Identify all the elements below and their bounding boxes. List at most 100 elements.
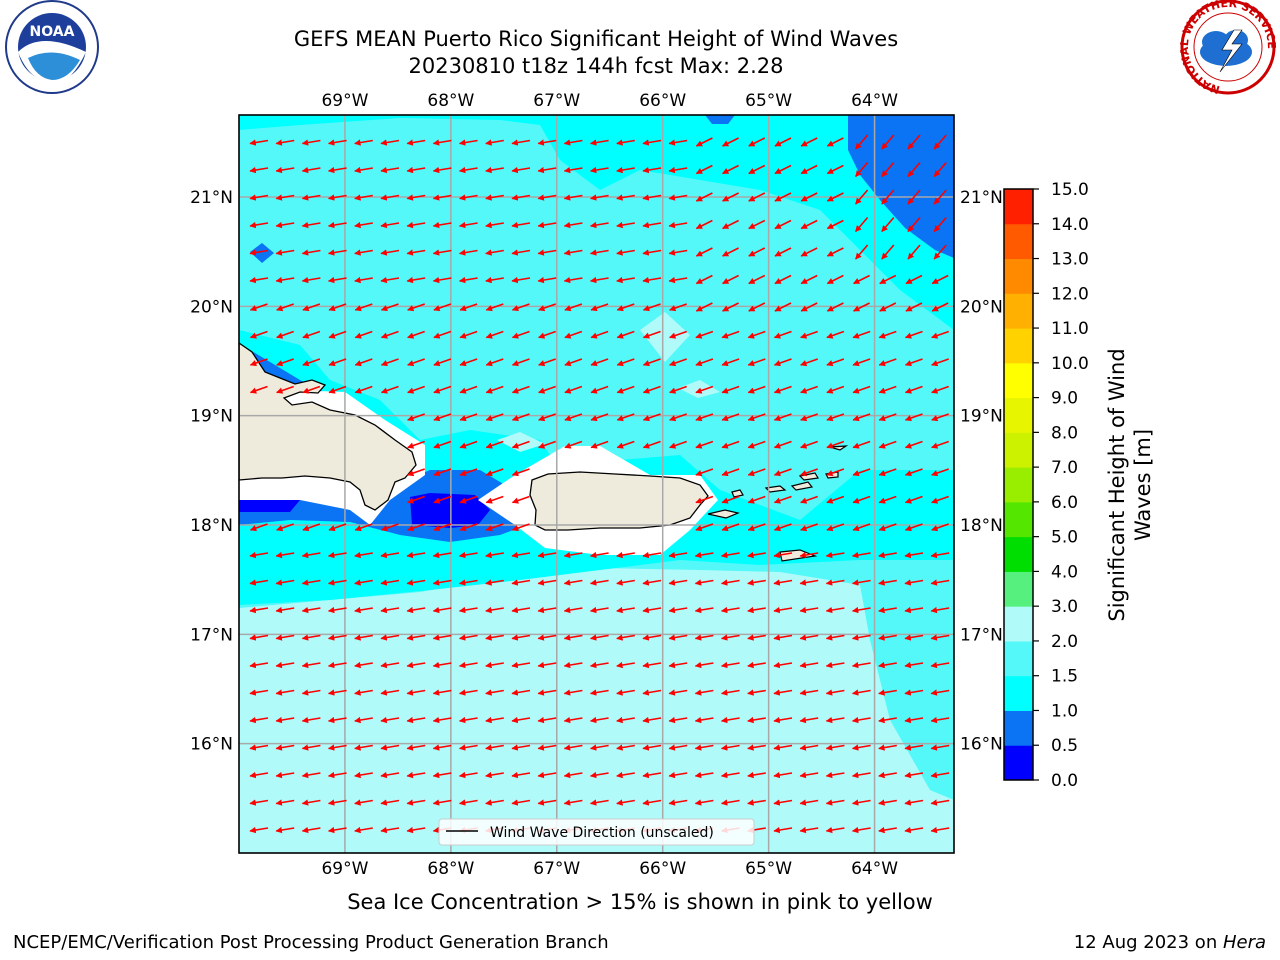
wind-wave-arrow <box>485 468 504 477</box>
lon-label-top: 67°W <box>533 91 580 111</box>
wind-wave-arrow <box>563 771 583 779</box>
wind-wave-arrow <box>458 716 478 724</box>
map-frame <box>238 114 955 854</box>
wind-wave-arrow <box>563 139 583 146</box>
wind-wave-arrow <box>407 468 425 477</box>
wind-wave-arrow <box>933 134 947 150</box>
wind-wave-arrow <box>380 221 400 229</box>
wind-wave-arrow <box>747 634 766 641</box>
wind-wave-arrow <box>800 495 818 504</box>
wind-wave-arrow <box>380 358 399 367</box>
wind-wave-arrow <box>800 219 818 230</box>
wind-wave-arrow <box>301 606 321 614</box>
wind-wave-arrow <box>432 276 452 284</box>
wind-wave-arrow <box>511 358 530 367</box>
wind-wave-arrow <box>275 139 295 146</box>
wind-wave-arrow <box>878 744 897 751</box>
wind-wave-arrow <box>406 634 426 641</box>
wind-wave-arrow <box>589 194 609 201</box>
wind-wave-arrow <box>354 799 373 806</box>
wind-wave-arrow <box>747 689 766 696</box>
wind-wave-arrow <box>748 137 766 147</box>
wind-wave-arrow <box>354 276 373 284</box>
wind-wave-arrow <box>354 579 373 586</box>
wind-wave-arrow <box>799 606 819 614</box>
wind-wave-arrow <box>881 189 895 205</box>
wind-wave-arrow <box>406 551 426 559</box>
wind-wave-arrow <box>930 579 950 586</box>
wind-wave-arrow <box>878 716 897 724</box>
wind-wave-arrow <box>458 139 478 146</box>
wind-wave-arrow <box>774 247 792 257</box>
wind-wave-arrow <box>931 385 949 394</box>
wind-wave-arrow <box>589 551 609 559</box>
wind-wave-arrow <box>799 744 819 751</box>
colorbar-swatch <box>1004 258 1033 294</box>
colorbar-label-line2: Waves [m] <box>1131 429 1155 541</box>
wind-wave-arrow <box>485 385 504 394</box>
wind-wave-arrow <box>616 771 635 779</box>
wind-wave-arrow <box>878 661 897 669</box>
wind-wave-arrow <box>511 716 531 724</box>
wind-wave-arrow <box>668 249 688 256</box>
wind-wave-arrow <box>774 274 792 285</box>
wind-wave-arrow <box>773 440 792 449</box>
wind-wave-arrow <box>933 189 947 205</box>
wind-wave-arrow <box>720 799 740 806</box>
wind-wave-arrow <box>301 194 321 201</box>
wind-wave-arrow <box>537 221 557 229</box>
wind-wave-arrow <box>537 606 557 614</box>
wind-wave-arrow <box>695 495 714 504</box>
wind-wave-arrow <box>800 523 818 532</box>
wind-wave-arrow <box>695 468 714 477</box>
wind-wave-arrow <box>458 744 478 751</box>
colorbar-tick-label: 3.0 <box>1051 597 1078 617</box>
wind-wave-arrow <box>407 358 425 367</box>
wind-wave-arrow <box>825 661 845 669</box>
wind-wave-arrow <box>642 579 662 586</box>
wind-wave-arrow <box>485 276 504 284</box>
wind-wave-arrow <box>511 303 530 312</box>
wind-wave-arrow <box>904 579 924 586</box>
wind-wave-arrow <box>881 216 895 233</box>
wind-wave-arrow <box>301 771 321 779</box>
wind-wave-arrow <box>275 551 295 559</box>
wind-wave-arrow <box>406 799 426 806</box>
wind-wave-arrow <box>354 716 373 724</box>
wind-wave-arrow <box>485 579 504 586</box>
colorbar-tick-label: 8.0 <box>1051 423 1078 443</box>
wind-wave-arrow <box>432 166 452 174</box>
wind-wave-arrow <box>249 303 268 312</box>
wind-wave-arrow <box>668 744 688 751</box>
wind-wave-arrow <box>380 606 400 614</box>
chart-title: GEFS MEAN Puerto Rico Significant Height… <box>293 27 899 51</box>
wind-wave-arrow <box>800 358 818 367</box>
wind-wave-arrow <box>511 634 531 641</box>
wind-wave-arrow <box>642 166 662 174</box>
lat-label-right: 17°N <box>960 625 1003 645</box>
wind-wave-arrow <box>327 799 347 806</box>
wind-wave-arrow <box>459 523 478 532</box>
wind-wave-arrow <box>774 302 792 312</box>
wind-wave-arrow <box>327 166 347 174</box>
wind-wave-arrow <box>276 523 294 532</box>
wind-wave-arrow <box>878 385 897 394</box>
wind-wave-arrow <box>563 551 583 559</box>
wind-wave-arrow <box>695 247 713 257</box>
wind-wave-arrow <box>406 771 426 779</box>
wind-wave-arrow <box>249 221 269 229</box>
wind-wave-arrow <box>563 716 583 724</box>
lon-label-top: 65°W <box>745 91 792 111</box>
wind-wave-arrow <box>904 523 923 532</box>
wind-wave-arrow <box>694 661 714 669</box>
colorbar-swatch <box>1004 675 1033 711</box>
wind-wave-arrow <box>327 276 347 284</box>
wind-wave-arrow <box>459 495 478 504</box>
wind-wave-arrow <box>854 134 869 150</box>
wind-wave-arrow <box>747 358 766 367</box>
wind-wave-arrow <box>695 219 713 230</box>
colorbar-tick-label: 10.0 <box>1051 354 1089 374</box>
wind-wave-arrow <box>380 194 400 201</box>
wind-wave-arrow <box>616 606 635 614</box>
